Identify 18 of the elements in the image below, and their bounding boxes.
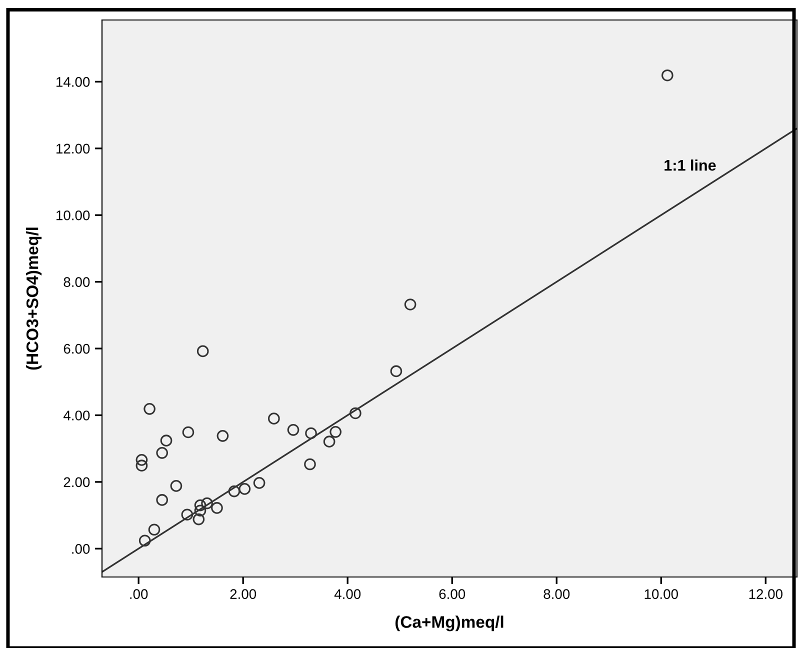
y-tick-label: 8.00 bbox=[64, 277, 90, 287]
x-tick-label: 6.00 bbox=[439, 589, 466, 600]
series-label: 1:1 line bbox=[664, 160, 716, 171]
x-tick-label: .00 bbox=[130, 589, 148, 600]
x-axis-title: (Ca+Mg)meq/l bbox=[395, 616, 504, 632]
y-tick-label: 14.00 bbox=[56, 77, 90, 87]
y-tick-label: 2.00 bbox=[64, 477, 90, 488]
x-tick-label: 10.00 bbox=[644, 589, 678, 600]
y-axis-title: (HCO3+SO4)meq/l bbox=[26, 228, 42, 370]
x-tick-label: 12.00 bbox=[749, 589, 782, 600]
y-tick-label: .00 bbox=[72, 544, 90, 554]
x-tick-label: 4.00 bbox=[334, 589, 361, 600]
y-tick-label: 4.00 bbox=[63, 410, 90, 420]
x-tick-label: 8.00 bbox=[544, 589, 570, 600]
y-tick-label: 12.00 bbox=[56, 144, 90, 154]
y-tick-label: 6.00 bbox=[64, 344, 90, 354]
y-tick-label: 10.00 bbox=[56, 210, 90, 220]
x-tick-label: 2.00 bbox=[230, 589, 256, 600]
